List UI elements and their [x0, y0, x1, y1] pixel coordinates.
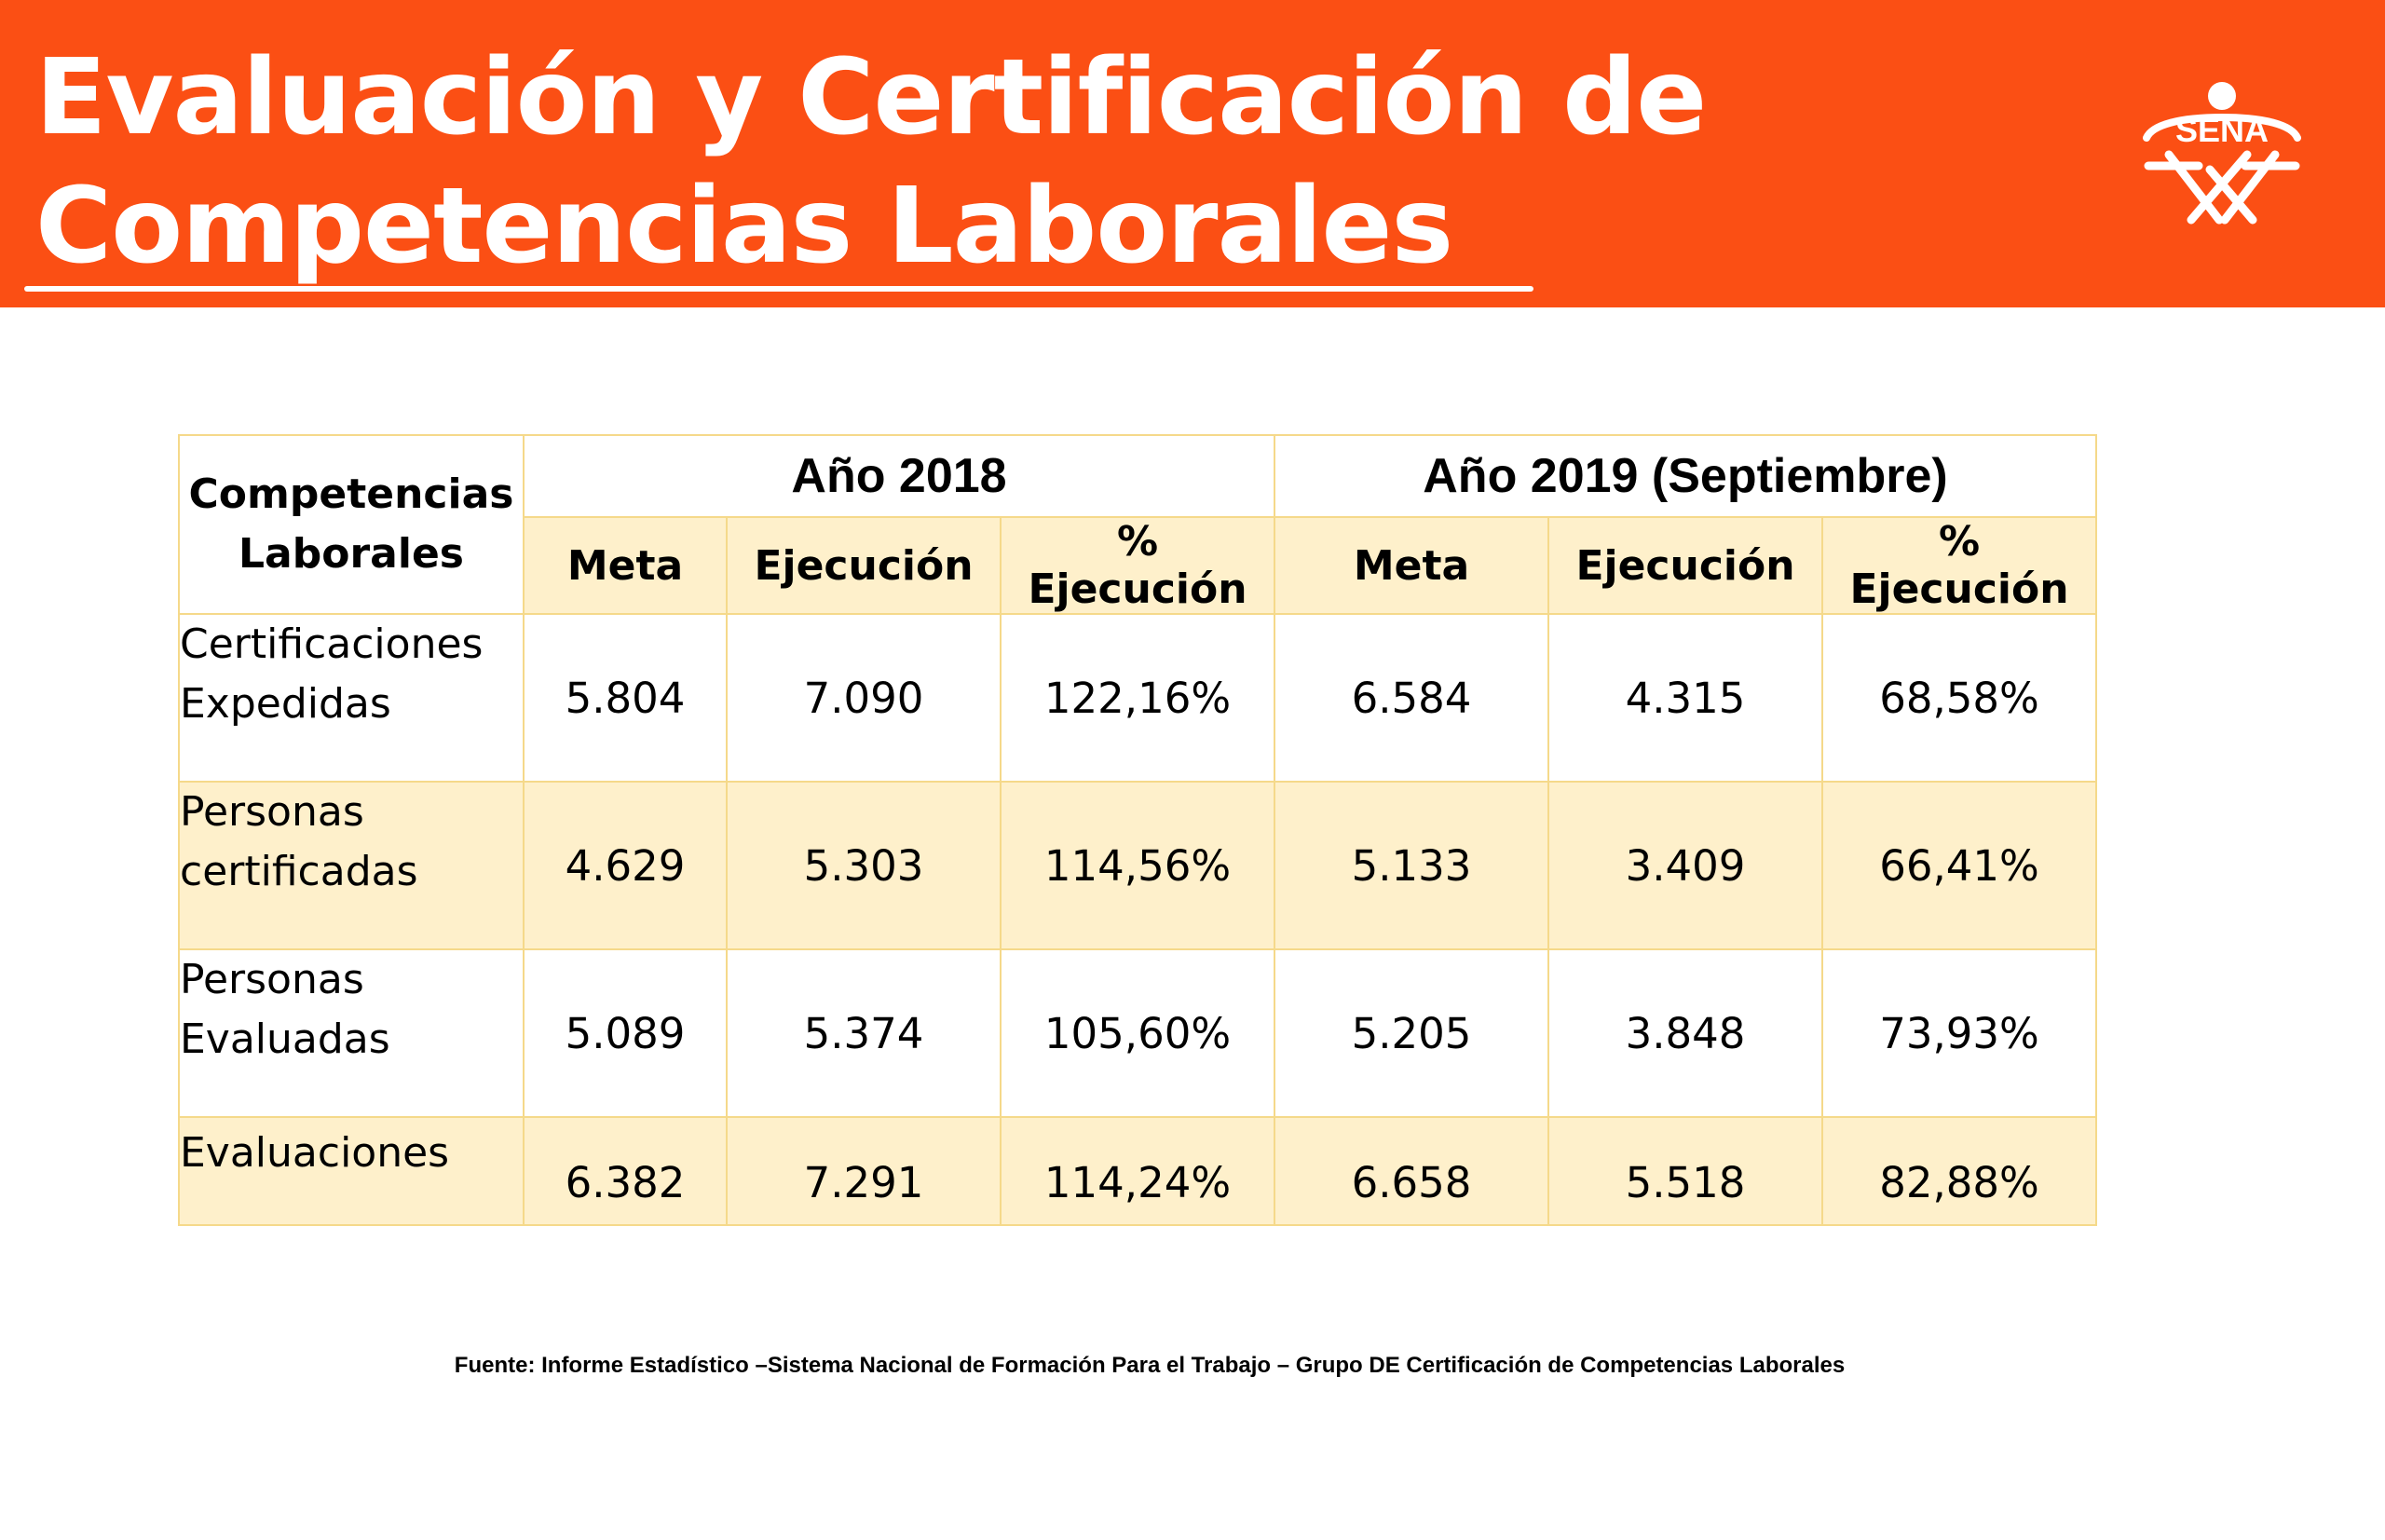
column-header-pct-ejecucion-2018: % Ejecución — [1000, 516, 1275, 615]
table-cell: 5.804 — [523, 613, 728, 783]
table-cell: 5.303 — [726, 781, 1002, 950]
table-row: Personas Evaluadas 5.089 5.374 105,60% 5… — [178, 948, 2097, 1118]
table-cell: 82,88% — [1821, 1116, 2097, 1226]
table-cell: 5.374 — [726, 948, 1002, 1118]
table-cell: 6.584 — [1274, 613, 1549, 783]
corner-header: Competencias Laborales — [178, 434, 525, 615]
table-cell: 5.205 — [1274, 948, 1549, 1118]
page-title-line-2: Competencias Laborales — [35, 166, 1453, 287]
competencias-table: Competencias Laborales Año 2018 Año 2019… — [178, 434, 2097, 1226]
column-header-ejecucion-2018: Ejecución — [726, 516, 1002, 615]
table-row: Personas certificadas 4.629 5.303 114,56… — [178, 781, 2097, 950]
column-header-ejecucion-2019: Ejecución — [1547, 516, 1823, 615]
table-cell: 6.658 — [1274, 1116, 1549, 1226]
table-cell: 4.315 — [1547, 613, 1823, 783]
page-title: Evaluación y Certificación de Competenci… — [35, 34, 1707, 291]
column-header-meta-2018: Meta — [523, 516, 728, 615]
row-label: Personas Evaluadas — [178, 948, 525, 1118]
table-cell: 3.848 — [1547, 948, 1823, 1118]
page-title-line-1: Evaluación y Certificación de — [35, 37, 1707, 158]
table-cell: 66,41% — [1821, 781, 2097, 950]
table-row: Certificaciones Expedidas 5.804 7.090 12… — [178, 613, 2097, 783]
table-cell: 68,58% — [1821, 613, 2097, 783]
column-header-pct-ejecucion-2019: % Ejecución — [1821, 516, 2097, 615]
column-header-meta-2019: Meta — [1274, 516, 1549, 615]
row-label: Evaluaciones — [178, 1116, 525, 1226]
header-banner: Evaluación y Certificación de Competenci… — [0, 0, 2385, 307]
table-cell: 114,56% — [1000, 781, 1275, 950]
row-label: Personas certificadas — [178, 781, 525, 950]
source-note: Fuente: Informe Estadístico –Sistema Nac… — [454, 1353, 1846, 1378]
table-cell: 4.629 — [523, 781, 728, 950]
table-cell: 122,16% — [1000, 613, 1275, 783]
table-cell: 5.518 — [1547, 1116, 1823, 1226]
table-cell: 5.089 — [523, 948, 728, 1118]
year-2018-header: Año 2018 — [523, 434, 1275, 518]
table-cell: 105,60% — [1000, 948, 1275, 1118]
sena-logo: SENA — [2143, 82, 2301, 225]
table-row: Evaluaciones 6.382 7.291 114,24% 6.658 5… — [178, 1116, 2097, 1226]
table-cell: 6.382 — [523, 1116, 728, 1226]
table-cell: 7.291 — [726, 1116, 1002, 1226]
table-cell: 5.133 — [1274, 781, 1549, 950]
title-underline — [24, 286, 1533, 292]
row-label: Certificaciones Expedidas — [178, 613, 525, 783]
table-cell: 73,93% — [1821, 948, 2097, 1118]
table-cell: 7.090 — [726, 613, 1002, 783]
table-cell: 3.409 — [1547, 781, 1823, 950]
table-cell: 114,24% — [1000, 1116, 1275, 1226]
year-2019-header: Año 2019 (Septiembre) — [1274, 434, 2097, 518]
